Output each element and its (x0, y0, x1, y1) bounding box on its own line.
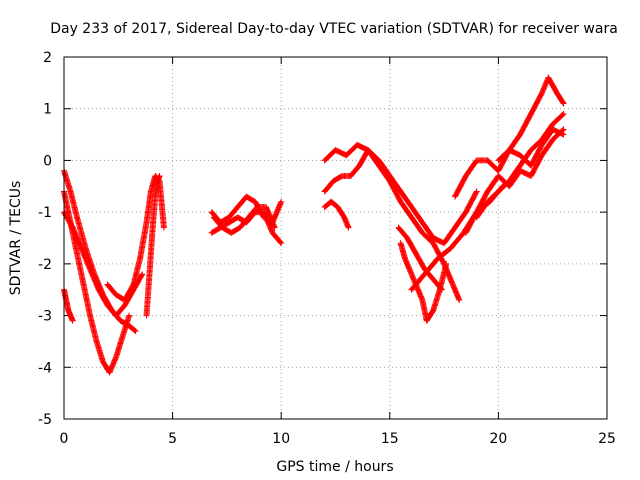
point-markers (395, 224, 445, 293)
point-markers (397, 240, 450, 324)
y-tick-label: 2 (43, 50, 52, 66)
y-tick-label: -3 (38, 309, 52, 325)
plot-frame (63, 56, 608, 420)
series-arc-9 (210, 203, 278, 236)
series-arc-12 (321, 198, 352, 231)
series-arc-6 (143, 172, 163, 319)
y-tick-label: 0 (43, 153, 52, 169)
point-markers (462, 126, 567, 236)
series-arc-15 (395, 224, 445, 293)
data-points (61, 74, 567, 376)
x-axis-label: GPS time / hours (276, 459, 393, 475)
x-tick-label: 15 (381, 431, 399, 447)
point-markers (495, 126, 567, 169)
point-markers (210, 203, 278, 236)
point-markers (321, 147, 480, 247)
x-tick-label: 0 (60, 431, 69, 447)
series-arc-10 (321, 141, 463, 304)
x-tick-label: 5 (168, 431, 177, 447)
y-tick-label: -2 (38, 257, 52, 273)
point-markers (321, 198, 352, 231)
series-arc-18 (462, 126, 567, 236)
grid-lines (64, 57, 607, 419)
series-arc-19 (495, 126, 567, 169)
y-tick-label: 1 (43, 102, 52, 118)
series-arc-11 (321, 147, 480, 247)
point-markers (321, 141, 463, 304)
point-markers (143, 172, 163, 319)
y-axis-label: SDTVAR / TECUs (8, 181, 24, 296)
axis-ticks: 0 5 10 15 20 25 -5 -4 -3 -2 -1 0 1 2 (38, 50, 616, 447)
chart-title: Day 233 of 2017, Sidereal Day-to-day VTE… (50, 21, 618, 37)
y-tick-label: -4 (38, 360, 52, 376)
y-tick-label: -5 (38, 412, 52, 428)
y-tick-label: -1 (38, 205, 52, 221)
x-tick-label: 20 (489, 431, 507, 447)
x-tick-label: 25 (598, 431, 616, 447)
x-tick-label: 10 (272, 431, 290, 447)
series-arc-13 (397, 240, 450, 324)
